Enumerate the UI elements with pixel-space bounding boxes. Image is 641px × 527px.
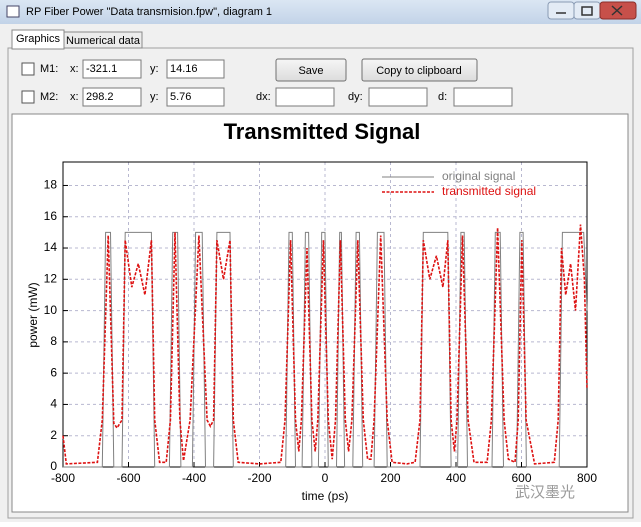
- x-tick-label: -400: [182, 471, 206, 485]
- x-tick-label: 400: [446, 471, 466, 485]
- chart-panel: [11, 113, 629, 513]
- legend-label: transmitted signal: [442, 184, 536, 198]
- tab-label: Numerical data: [66, 35, 141, 47]
- series-line: [62, 224, 588, 465]
- x-tick-label: -800: [51, 471, 75, 485]
- input-value: 298.2: [86, 91, 114, 103]
- tab[interactable]: [63, 31, 143, 49]
- text-input[interactable]: [166, 59, 225, 79]
- field-label: x:: [70, 63, 79, 75]
- field-label: dy:: [348, 91, 363, 103]
- x-tick-label: -200: [247, 471, 271, 485]
- marker-label: M2:: [40, 91, 58, 103]
- marker-label: M1:: [40, 63, 58, 75]
- y-tick-label: 6: [50, 365, 57, 379]
- text-input[interactable]: [166, 87, 225, 107]
- text-input[interactable]: [275, 87, 335, 107]
- y-tick-label: 12: [44, 271, 58, 285]
- minimize-button[interactable]: [547, 1, 575, 20]
- text-input[interactable]: [368, 87, 428, 107]
- window-title: RP Fiber Power "Data transmision.fpw", d…: [26, 6, 272, 18]
- y-tick-label: 10: [44, 303, 58, 317]
- text-input[interactable]: [82, 87, 142, 107]
- y-tick-label: 2: [50, 428, 57, 442]
- y-tick-label: 16: [44, 209, 58, 223]
- button-label: Save: [298, 65, 323, 77]
- button-label: Copy to clipboard: [376, 65, 462, 77]
- input-value: 14.16: [170, 63, 198, 75]
- window-glyphs: [556, 5, 623, 16]
- button[interactable]: [275, 58, 347, 82]
- input-value: 5.76: [170, 91, 191, 103]
- legend-label: original signal: [442, 169, 515, 183]
- field-label: d:: [438, 91, 447, 103]
- tab-label: Graphics: [16, 33, 61, 45]
- y-tick-label: 18: [44, 178, 58, 192]
- x-tick-label: 800: [577, 471, 597, 485]
- x-tick-label: 600: [511, 471, 531, 485]
- y-tick-label: 8: [50, 334, 57, 348]
- y-tick-label: 0: [50, 459, 57, 473]
- text-input[interactable]: [82, 59, 142, 79]
- checkbox[interactable]: [21, 62, 35, 76]
- x-axis-label: time (ps): [302, 489, 349, 503]
- x-tick-label: -600: [116, 471, 140, 485]
- y-tick-label: 4: [50, 397, 57, 411]
- plot-frame: [62, 161, 588, 468]
- app-icon: [6, 5, 20, 18]
- field-label: x:: [70, 91, 79, 103]
- field-label: dx:: [256, 91, 271, 103]
- text-input[interactable]: [453, 87, 513, 107]
- chart-title: Transmitted Signal: [224, 119, 421, 144]
- x-tick-label: 0: [322, 471, 329, 485]
- maximize-button[interactable]: [573, 1, 601, 20]
- title-bar: [0, 0, 641, 24]
- watermark: 武汉墨光: [515, 484, 575, 501]
- button[interactable]: [361, 58, 478, 82]
- checkbox[interactable]: [21, 90, 35, 104]
- input-value: -321.1: [86, 63, 117, 75]
- series-line: [63, 231, 588, 468]
- y-tick-label: 14: [44, 240, 58, 254]
- field-label: y:: [150, 63, 159, 75]
- y-axis-label: power (mW): [26, 282, 40, 347]
- field-label: y:: [150, 91, 159, 103]
- x-tick-label: 200: [380, 471, 400, 485]
